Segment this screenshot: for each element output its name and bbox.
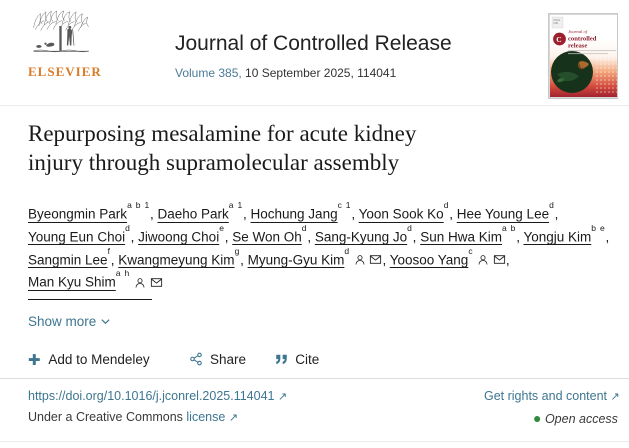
svg-text:controlled: controlled [568, 36, 597, 43]
svg-text:Journal of: Journal of [568, 29, 588, 34]
svg-text:release: release [568, 43, 587, 50]
svg-text:C: C [556, 35, 561, 44]
svg-text:1984: 1984 [553, 23, 559, 25]
svg-text:SINCE: SINCE [553, 20, 560, 22]
